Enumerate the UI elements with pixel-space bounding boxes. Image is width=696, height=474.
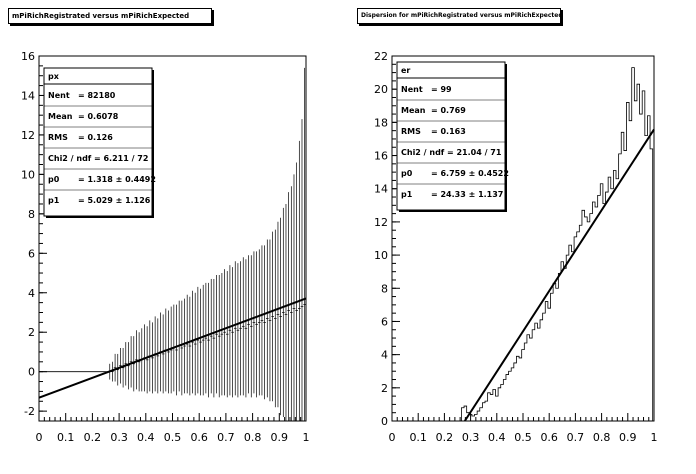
- y-tick-label: 4: [28, 287, 35, 300]
- stats-label-p1: p1: [401, 190, 413, 199]
- x-tick-label: 0.3: [462, 431, 480, 444]
- x-tick-label: 0.8: [593, 431, 611, 444]
- y-tick-label: 12: [374, 216, 388, 229]
- x-tick-label: 0.8: [244, 431, 262, 444]
- stats-value-p1: = 5.029 ± 1.126: [78, 196, 151, 205]
- stats-value-rms: = 0.163: [431, 127, 466, 136]
- stats-value-mean: = 0.6078: [78, 112, 119, 121]
- stats-label-mean: Mean: [48, 112, 73, 121]
- y-tick-label: 6: [28, 247, 35, 260]
- y-tick-label: 16: [21, 50, 35, 63]
- y-tick-label: 2: [28, 326, 35, 339]
- y-tick-label: 22: [374, 50, 388, 63]
- y-tick-label: 12: [21, 129, 35, 142]
- y-tick-label: 10: [374, 249, 388, 262]
- y-tick-label: 14: [21, 89, 35, 102]
- x-tick-label: 0.5: [514, 431, 532, 444]
- stats-label-p1: p1: [48, 196, 60, 205]
- stats-label-p0: p0: [401, 169, 413, 178]
- x-tick-label: 0.4: [137, 431, 155, 444]
- x-tick-label: 0.2: [436, 431, 454, 444]
- fit-line: [38, 297, 307, 399]
- stats-label-rms: RMS: [48, 133, 68, 142]
- x-tick-label: 0.7: [217, 431, 235, 444]
- x-tick-label: 0: [36, 431, 43, 444]
- y-tick-label: 4: [381, 349, 388, 362]
- stats-value-mean: = 0.769: [431, 106, 466, 115]
- plot-right: 0 0.1 0.2 0.3 0.4 0.5 0.6 0.7 0.8 0.9 102468101214…: [374, 50, 658, 444]
- stats-value-rms: = 0.126: [78, 133, 113, 142]
- x-tick-label: 1: [303, 431, 310, 444]
- stats-value-chi2-ndf: = 6.211 / 72: [94, 154, 148, 163]
- stats-histogram-name: er: [401, 66, 410, 75]
- plot-left: 0 0.1 0.2 0.3 0.4 0.5 0.6 0.7 0.8 0.9 1-2024681012…: [21, 50, 310, 444]
- y-tick-label: 18: [374, 116, 388, 129]
- x-tick-label: 1: [651, 431, 658, 444]
- x-tick-label: 0.3: [110, 431, 128, 444]
- y-tick-label: 10: [21, 168, 35, 181]
- histogram-step-line: [461, 67, 654, 421]
- x-tick-label: 0.9: [619, 431, 637, 444]
- stats-label-nent: Nent: [48, 91, 70, 100]
- x-tick-label: 0.5: [164, 431, 182, 444]
- y-tick-label: 14: [374, 183, 388, 196]
- x-tick-label: 0.4: [488, 431, 506, 444]
- stats-box-frame: [43, 67, 153, 217]
- x-tick-label: 0: [389, 431, 396, 444]
- stats-box-right: er Nent = 99 Mean = 0.769 RMS = 0.163 Chi2 / nd…: [396, 61, 509, 212]
- stats-label-mean: Mean: [401, 106, 426, 115]
- stats-value-p0: = 1.318 ± 0.4492: [78, 175, 156, 184]
- y-tick-label: 16: [374, 150, 388, 163]
- y-tick-label: 8: [28, 208, 35, 221]
- stats-value-chi2-ndf: = 21.04 / 71: [447, 148, 502, 157]
- stats-label-rms: RMS: [401, 127, 421, 136]
- stats-value-nent: = 99: [431, 85, 452, 94]
- x-tick-label: 0.2: [84, 431, 102, 444]
- x-tick-label: 0.6: [540, 431, 558, 444]
- stats-value-p0: = 6.759 ± 0.4522: [431, 169, 509, 178]
- x-tick-label: 0.7: [567, 431, 585, 444]
- stats-label-chi2-ndf: Chi2 / ndf: [401, 148, 445, 157]
- y-tick-label: 20: [374, 83, 388, 96]
- stats-value-p1: = 24.33 ± 1.137: [431, 190, 503, 199]
- y-tick-label: 8: [381, 282, 388, 295]
- left-plot-title: mPiRichRegistrated versus mPiRichExpecte…: [8, 8, 212, 24]
- stats-label-chi2-ndf: Chi2 / ndf: [48, 154, 92, 163]
- x-tick-label: 0.1: [57, 431, 75, 444]
- fit-line: [463, 128, 655, 422]
- right-plot-title: Dispersion for mPiRichRegistrated versus…: [357, 8, 563, 24]
- y-tick-label: -2: [24, 405, 35, 418]
- x-tick-label: 0.1: [409, 431, 427, 444]
- y-tick-label: 2: [381, 382, 388, 395]
- stats-value-nent: = 82180: [78, 91, 116, 100]
- y-tick-label: 0: [28, 366, 35, 379]
- stats-box-left: px Nent = 82180 Mean = 0.6078 RMS = 0.126 Chi2 …: [43, 67, 156, 218]
- x-tick-label: 0.6: [190, 431, 208, 444]
- x-tick-label: 0.9: [271, 431, 289, 444]
- y-tick-label: 0: [381, 415, 388, 428]
- stats-label-nent: Nent: [401, 85, 423, 94]
- stats-histogram-name: px: [48, 72, 60, 81]
- stats-box-frame: [396, 61, 506, 211]
- stats-label-p0: p0: [48, 175, 60, 184]
- y-tick-label: 6: [381, 315, 388, 328]
